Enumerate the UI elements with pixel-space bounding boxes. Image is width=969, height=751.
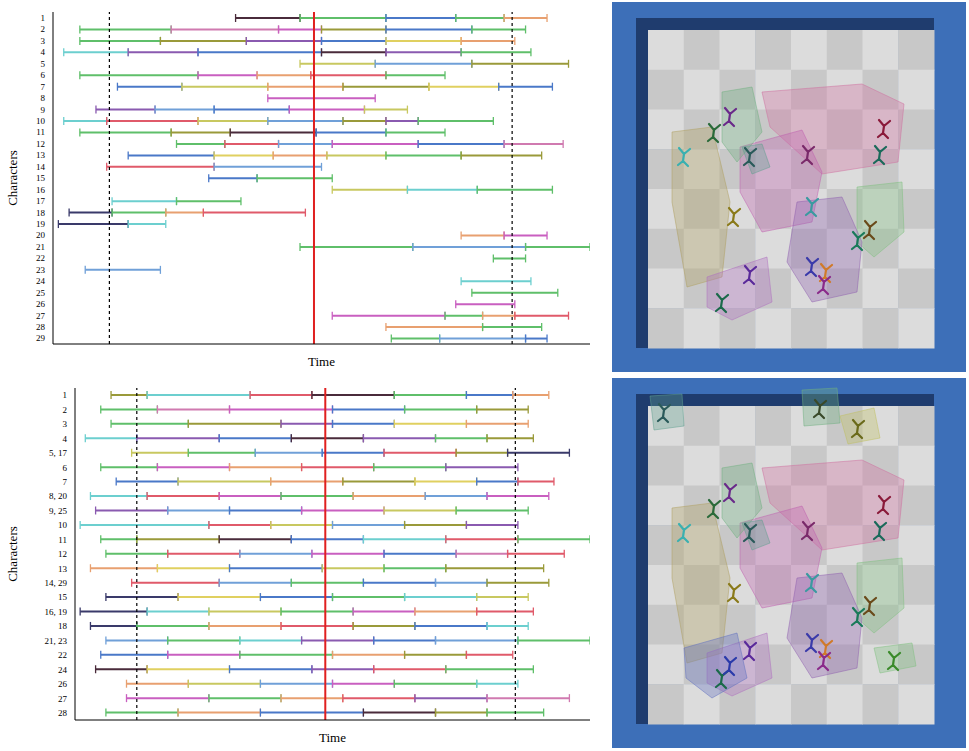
svg-text:13: 13 — [58, 564, 68, 574]
svg-text:3: 3 — [41, 36, 46, 46]
svg-text:4: 4 — [41, 47, 46, 57]
svg-text:26: 26 — [36, 299, 46, 309]
svg-text:21: 21 — [36, 242, 45, 252]
svg-text:5, 17: 5, 17 — [49, 448, 68, 458]
svg-text:6: 6 — [41, 70, 46, 80]
svg-text:5: 5 — [41, 59, 46, 69]
svg-text:12: 12 — [58, 549, 67, 559]
svg-text:3: 3 — [63, 419, 68, 429]
svg-text:22: 22 — [58, 650, 67, 660]
svg-text:16, 19: 16, 19 — [45, 607, 68, 617]
svg-text:Characters: Characters — [5, 526, 20, 582]
svg-text:28: 28 — [58, 708, 68, 718]
svg-text:29: 29 — [36, 333, 46, 343]
svg-text:1: 1 — [63, 390, 68, 400]
svg-text:15: 15 — [36, 173, 46, 183]
svg-text:2: 2 — [41, 24, 46, 34]
svg-text:9, 25: 9, 25 — [49, 506, 68, 516]
svg-text:19: 19 — [36, 219, 46, 229]
svg-text:7: 7 — [63, 477, 68, 487]
svg-text:21, 23: 21, 23 — [45, 636, 68, 646]
svg-text:13: 13 — [36, 150, 46, 160]
svg-text:12: 12 — [36, 139, 45, 149]
svg-text:17: 17 — [36, 196, 46, 206]
svg-text:20: 20 — [36, 230, 46, 240]
svg-text:14: 14 — [36, 162, 46, 172]
svg-text:23: 23 — [36, 265, 46, 275]
svg-text:27: 27 — [58, 694, 68, 704]
svg-text:7: 7 — [41, 82, 46, 92]
svg-text:4: 4 — [63, 434, 68, 444]
svg-text:Characters: Characters — [5, 150, 20, 206]
svg-text:11: 11 — [58, 535, 67, 545]
svg-text:Time: Time — [319, 730, 346, 745]
svg-text:22: 22 — [36, 253, 45, 263]
svg-text:8, 20: 8, 20 — [49, 491, 68, 501]
svg-text:Time: Time — [308, 354, 335, 369]
svg-text:28: 28 — [36, 322, 46, 332]
svg-text:1: 1 — [41, 13, 46, 23]
svg-text:15: 15 — [58, 592, 68, 602]
svg-text:8: 8 — [41, 93, 46, 103]
svg-text:10: 10 — [58, 520, 68, 530]
svg-text:27: 27 — [36, 311, 46, 321]
svg-text:25: 25 — [36, 288, 46, 298]
svg-text:24: 24 — [36, 276, 46, 286]
svg-text:10: 10 — [36, 116, 46, 126]
svg-text:24: 24 — [58, 665, 68, 675]
svg-text:11: 11 — [36, 127, 45, 137]
svg-text:14, 29: 14, 29 — [45, 578, 68, 588]
svg-text:18: 18 — [36, 208, 46, 218]
svg-text:9: 9 — [41, 105, 46, 115]
svg-text:16: 16 — [36, 185, 46, 195]
svg-text:2: 2 — [63, 405, 68, 415]
svg-text:18: 18 — [58, 621, 68, 631]
svg-text:26: 26 — [58, 679, 68, 689]
svg-text:6: 6 — [63, 463, 68, 473]
